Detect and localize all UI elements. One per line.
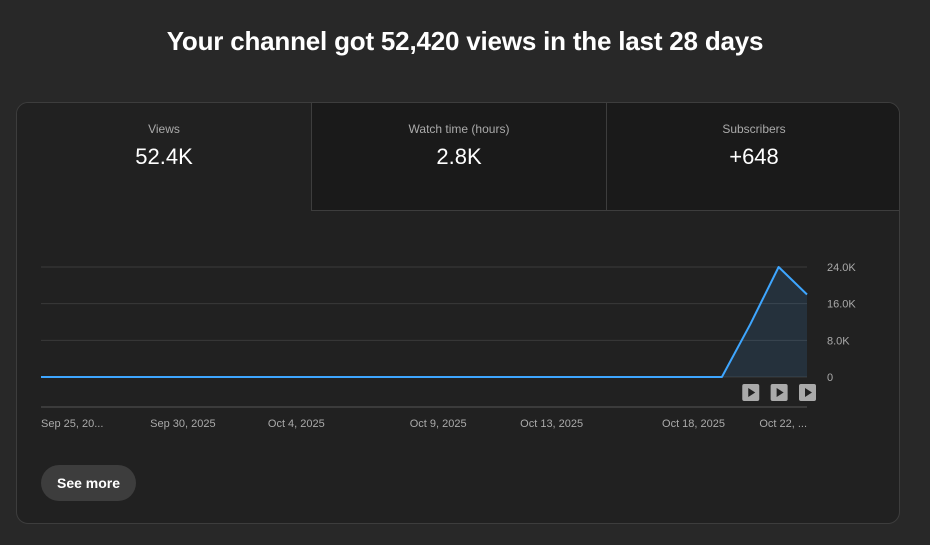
x-tick-label: Sep 30, 2025 <box>150 418 215 430</box>
x-tick-label: Sep 25, 20... <box>41 418 103 430</box>
tab-views-value: 52.4K <box>135 144 193 169</box>
tab-watch-time-label: Watch time (hours) <box>408 122 510 136</box>
tab-views-label: Views <box>148 122 180 136</box>
video-play-icon[interactable] <box>770 384 788 401</box>
tab-subscribers-label: Subscribers <box>722 122 786 136</box>
tab-subscribers[interactable]: Subscribers +648 <box>606 103 899 211</box>
tab-watch-time[interactable]: Watch time (hours) 2.8K <box>311 103 606 211</box>
analytics-card: Views 52.4K Watch time (hours) 2.8K Subs… <box>16 102 900 524</box>
tab-views[interactable]: Views 52.4K <box>17 103 311 211</box>
x-tick-label: Oct 18, 2025 <box>662 418 725 430</box>
x-tick-label: Oct 22, ... <box>759 418 807 430</box>
metric-tabs: Views 52.4K Watch time (hours) 2.8K Subs… <box>17 103 899 211</box>
series-line <box>41 266 808 378</box>
video-play-icon[interactable] <box>799 384 816 401</box>
x-tick-label: Oct 4, 2025 <box>268 418 325 430</box>
tab-subscribers-value: +648 <box>729 144 779 169</box>
tab-watch-time-value: 2.8K <box>436 144 482 169</box>
area-fill <box>41 267 807 377</box>
see-more-button[interactable]: See more <box>41 465 137 501</box>
page-headline: Your channel got 52,420 views in the las… <box>166 26 764 56</box>
views-chart: 24.0K 16.0K 8.0K 0 Sep 25, 20... Sep 30, 2025… <box>41 262 856 430</box>
x-tick-label: Oct 13, 2025 <box>520 418 583 430</box>
y-tick-label: 8.0K <box>827 335 850 347</box>
x-tick-label: Oct 9, 2025 <box>410 418 467 430</box>
video-play-icon[interactable] <box>742 384 760 401</box>
y-tick-label: 16.0K <box>827 299 856 311</box>
y-tick-label: 24.0K <box>827 262 856 274</box>
y-tick-label: 0 <box>827 372 833 384</box>
